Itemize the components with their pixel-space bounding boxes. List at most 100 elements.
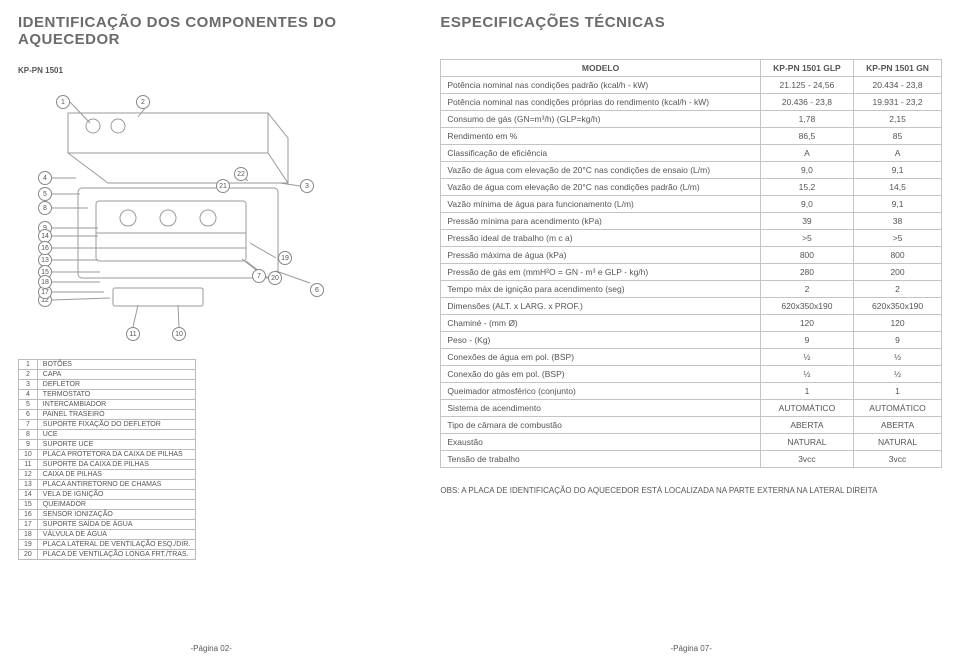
left-title: IDENTIFICAÇÃO DOS COMPONENTES DO AQUECED…	[18, 14, 404, 48]
callout-18: 18	[38, 275, 52, 289]
spec-val2: >5	[854, 230, 942, 247]
spec-val2: ½	[854, 349, 942, 366]
spec-val1: 86,5	[760, 128, 853, 145]
spec-label: Conexões de água em pol. (BSP)	[441, 349, 760, 366]
spec-label: Rendimento em %	[441, 128, 760, 145]
parts-name: SUPORTE DA CAIXA DE PILHAS	[37, 460, 195, 470]
parts-name: PAINEL TRASEIRO	[37, 410, 195, 420]
spec-val2: 38	[854, 213, 942, 230]
spec-row: Pressão máxima de água (kPa)800800	[441, 247, 942, 264]
parts-num: 2	[19, 370, 38, 380]
callout-11: 11	[126, 327, 140, 341]
spec-row: Classificação de eficiênciaAA	[441, 145, 942, 162]
callout-7: 7	[252, 269, 266, 283]
spec-row: Tipo de câmara de combustãoABERTAABERTA	[441, 417, 942, 434]
spec-label: Tempo máx de ignição para acendimento (s…	[441, 281, 760, 298]
parts-name: VELA DE IGNIÇÃO	[37, 490, 195, 500]
parts-name: UCE	[37, 430, 195, 440]
spec-val2: 19.931 - 23,2	[854, 94, 942, 111]
spec-val1: 120	[760, 315, 853, 332]
parts-name: TERMOSTATO	[37, 390, 195, 400]
spec-row: Consumo de gás (GN=m³/h) (GLP=kg/h)1,782…	[441, 111, 942, 128]
parts-row: 4TERMOSTATO	[19, 390, 196, 400]
parts-num: 17	[19, 520, 38, 530]
spec-val2: 2	[854, 281, 942, 298]
left-column: IDENTIFICAÇÃO DOS COMPONENTES DO AQUECED…	[0, 0, 422, 661]
parts-num: 7	[19, 420, 38, 430]
spec-val2: 200	[854, 264, 942, 281]
spec-val1: ½	[760, 349, 853, 366]
spec-val2: 20.434 - 23,8	[854, 77, 942, 94]
parts-row: 2CAPA	[19, 370, 196, 380]
parts-name: SUPORTE UCE	[37, 440, 195, 450]
spec-label: Pressão mínima para acendimento (kPa)	[441, 213, 760, 230]
spec-header-col2: KP-PN 1501 GN	[854, 60, 942, 77]
parts-name: INTERCAMBIADOR	[37, 400, 195, 410]
spec-val1: 280	[760, 264, 853, 281]
spec-val1: 800	[760, 247, 853, 264]
parts-num: 13	[19, 480, 38, 490]
parts-name: DEFLETOR	[37, 380, 195, 390]
page: IDENTIFICAÇÃO DOS COMPONENTES DO AQUECED…	[0, 0, 960, 661]
parts-num: 12	[19, 470, 38, 480]
spec-val1: 39	[760, 213, 853, 230]
spec-val1: 1,78	[760, 111, 853, 128]
spec-val2: 9,1	[854, 196, 942, 213]
spec-val2: AUTOMÁTICO	[854, 400, 942, 417]
parts-num: 4	[19, 390, 38, 400]
parts-row: 9SUPORTE UCE	[19, 440, 196, 450]
spec-val2: 9,1	[854, 162, 942, 179]
spec-val2: 85	[854, 128, 942, 145]
spec-row: Pressão de gás em (mmH²O = GN - m³ e GLP…	[441, 264, 942, 281]
spec-val2: 1	[854, 383, 942, 400]
callout-4: 4	[38, 171, 52, 185]
spec-val1: 20.436 - 23,8	[760, 94, 853, 111]
parts-name: PLACA PROTETORA DA CAIXA DE PILHAS	[37, 450, 195, 460]
spec-val1: >5	[760, 230, 853, 247]
spec-row: Conexões de água em pol. (BSP)½½	[441, 349, 942, 366]
diagram-svg	[18, 83, 333, 343]
spec-row: Conexão do gás em pol. (BSP)½½	[441, 366, 942, 383]
parts-num: 3	[19, 380, 38, 390]
parts-num: 20	[19, 550, 38, 560]
spec-label: Potência nominal nas condições próprias …	[441, 94, 760, 111]
spec-label: Tipo de câmara de combustão	[441, 417, 760, 434]
spec-label: Conexão do gás em pol. (BSP)	[441, 366, 760, 383]
right-title: ESPECIFICAÇÕES TÉCNICAS	[440, 14, 942, 31]
spec-label: Pressão máxima de água (kPa)	[441, 247, 760, 264]
parts-name: VÁLVULA DE ÁGUA	[37, 530, 195, 540]
left-footer: -Página 02-	[191, 644, 232, 653]
spec-row: Dimensões (ALT. x LARG. x PROF.)620x350x…	[441, 298, 942, 315]
spec-row: Rendimento em %86,585	[441, 128, 942, 145]
parts-num: 14	[19, 490, 38, 500]
spec-label: Pressão ideal de trabalho (m c a)	[441, 230, 760, 247]
parts-row: 14VELA DE IGNIÇÃO	[19, 490, 196, 500]
parts-row: 6PAINEL TRASEIRO	[19, 410, 196, 420]
parts-row: 1BOTÕES	[19, 360, 196, 370]
spec-val2: 800	[854, 247, 942, 264]
parts-name: CAPA	[37, 370, 195, 380]
spec-header-col1: KP-PN 1501 GLP	[760, 60, 853, 77]
callout-20: 20	[268, 271, 282, 285]
parts-row: 10PLACA PROTETORA DA CAIXA DE PILHAS	[19, 450, 196, 460]
spec-row: Queimador atmosférico (conjunto)11	[441, 383, 942, 400]
spec-row: Tensão de trabalho3vcc3vcc	[441, 451, 942, 468]
spec-val1: 21.125 - 24,56	[760, 77, 853, 94]
spec-val2: 120	[854, 315, 942, 332]
spec-label: Consumo de gás (GN=m³/h) (GLP=kg/h)	[441, 111, 760, 128]
spec-val2: ½	[854, 366, 942, 383]
parts-row: 15QUEIMADOR	[19, 500, 196, 510]
callout-16: 16	[38, 241, 52, 255]
right-column: ESPECIFICAÇÕES TÉCNICAS MODELO KP-PN 150…	[422, 0, 960, 661]
spec-label: Vazão de água com elevação de 20°C nas c…	[441, 179, 760, 196]
spec-row: Pressão mínima para acendimento (kPa)393…	[441, 213, 942, 230]
spec-label: Classificação de eficiência	[441, 145, 760, 162]
spec-val1: 620x350x190	[760, 298, 853, 315]
parts-row: 20PLACA DE VENTILAÇÃO LONGA FRT./TRAS.	[19, 550, 196, 560]
parts-num: 1	[19, 360, 38, 370]
spec-val1: 9	[760, 332, 853, 349]
spec-val2: ABERTA	[854, 417, 942, 434]
parts-name: PLACA ANTIRETORNO DE CHAMAS	[37, 480, 195, 490]
callout-8: 8	[38, 201, 52, 215]
spec-val2: 14,5	[854, 179, 942, 196]
